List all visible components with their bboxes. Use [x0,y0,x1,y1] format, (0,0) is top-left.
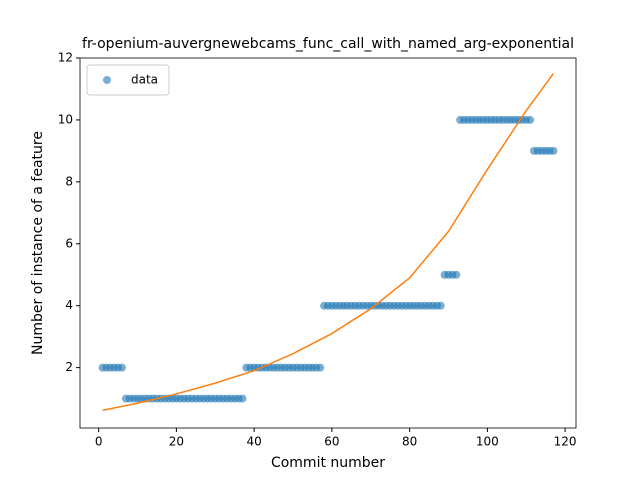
data-point [316,363,325,372]
x-tick-label: 120 [554,435,577,449]
y-tick-label: 8 [65,174,73,188]
x-axis-label: Commit number [271,455,385,471]
x-tick-label: 0 [95,435,103,449]
data-point [526,115,535,124]
x-tick-label: 40 [247,435,262,449]
y-axis-label: Number of instance of a feature [30,131,46,355]
y-tick-label: 6 [65,236,73,250]
legend-marker [103,76,111,84]
data-point [452,270,461,279]
fit-line [102,73,555,412]
y-tick-label: 10 [58,112,73,126]
legend-label: data [131,73,158,87]
legend-box [86,64,170,96]
y-tick-label: 2 [65,360,73,374]
data-point [117,363,126,372]
chart-title: fr-openium-auvergnewebcams_func_call_wit… [82,36,574,52]
x-tick-label: 20 [169,435,184,449]
x-tick-label: 80 [402,435,417,449]
data-point [238,394,247,403]
y-tick-label: 4 [65,298,73,312]
data-point [549,146,558,155]
y-tick-label: 12 [58,51,73,65]
x-tick-label: 60 [324,435,339,449]
plot-frame [79,57,577,429]
data-point [436,301,445,310]
x-tick-label: 100 [476,435,499,449]
